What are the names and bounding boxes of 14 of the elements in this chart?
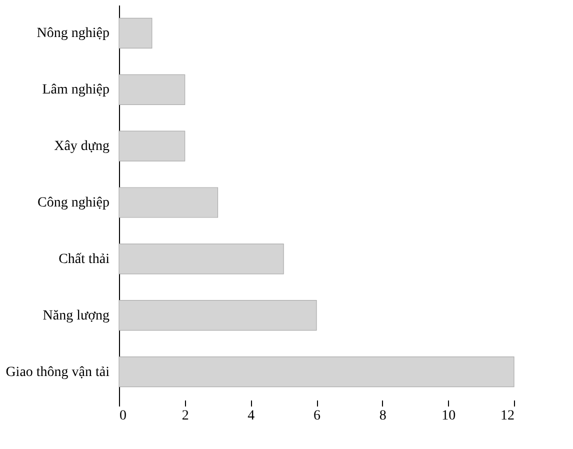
x-tick-label: 0	[120, 408, 126, 424]
y-tick-label: Công nghiệp	[38, 196, 110, 210]
y-tick-label: Lâm nghiệp	[42, 82, 110, 98]
x-tick-label: 2	[182, 408, 189, 424]
x-tick-label: 4	[248, 408, 255, 424]
y-tick-label: Xây dựng	[54, 139, 110, 154]
y-tick-label: Nông nghiệp	[36, 26, 110, 42]
y-tick-label: Chất thải	[58, 252, 110, 267]
x-tick-label: 8	[379, 408, 386, 424]
y-tick-label: Năng lượng	[42, 308, 110, 324]
x-tick-label: 10	[442, 408, 456, 424]
x-tick-label: 12	[500, 408, 514, 424]
x-tick-label: 6	[314, 408, 320, 424]
y-tick-label: Giao thông vận tải	[6, 364, 110, 380]
